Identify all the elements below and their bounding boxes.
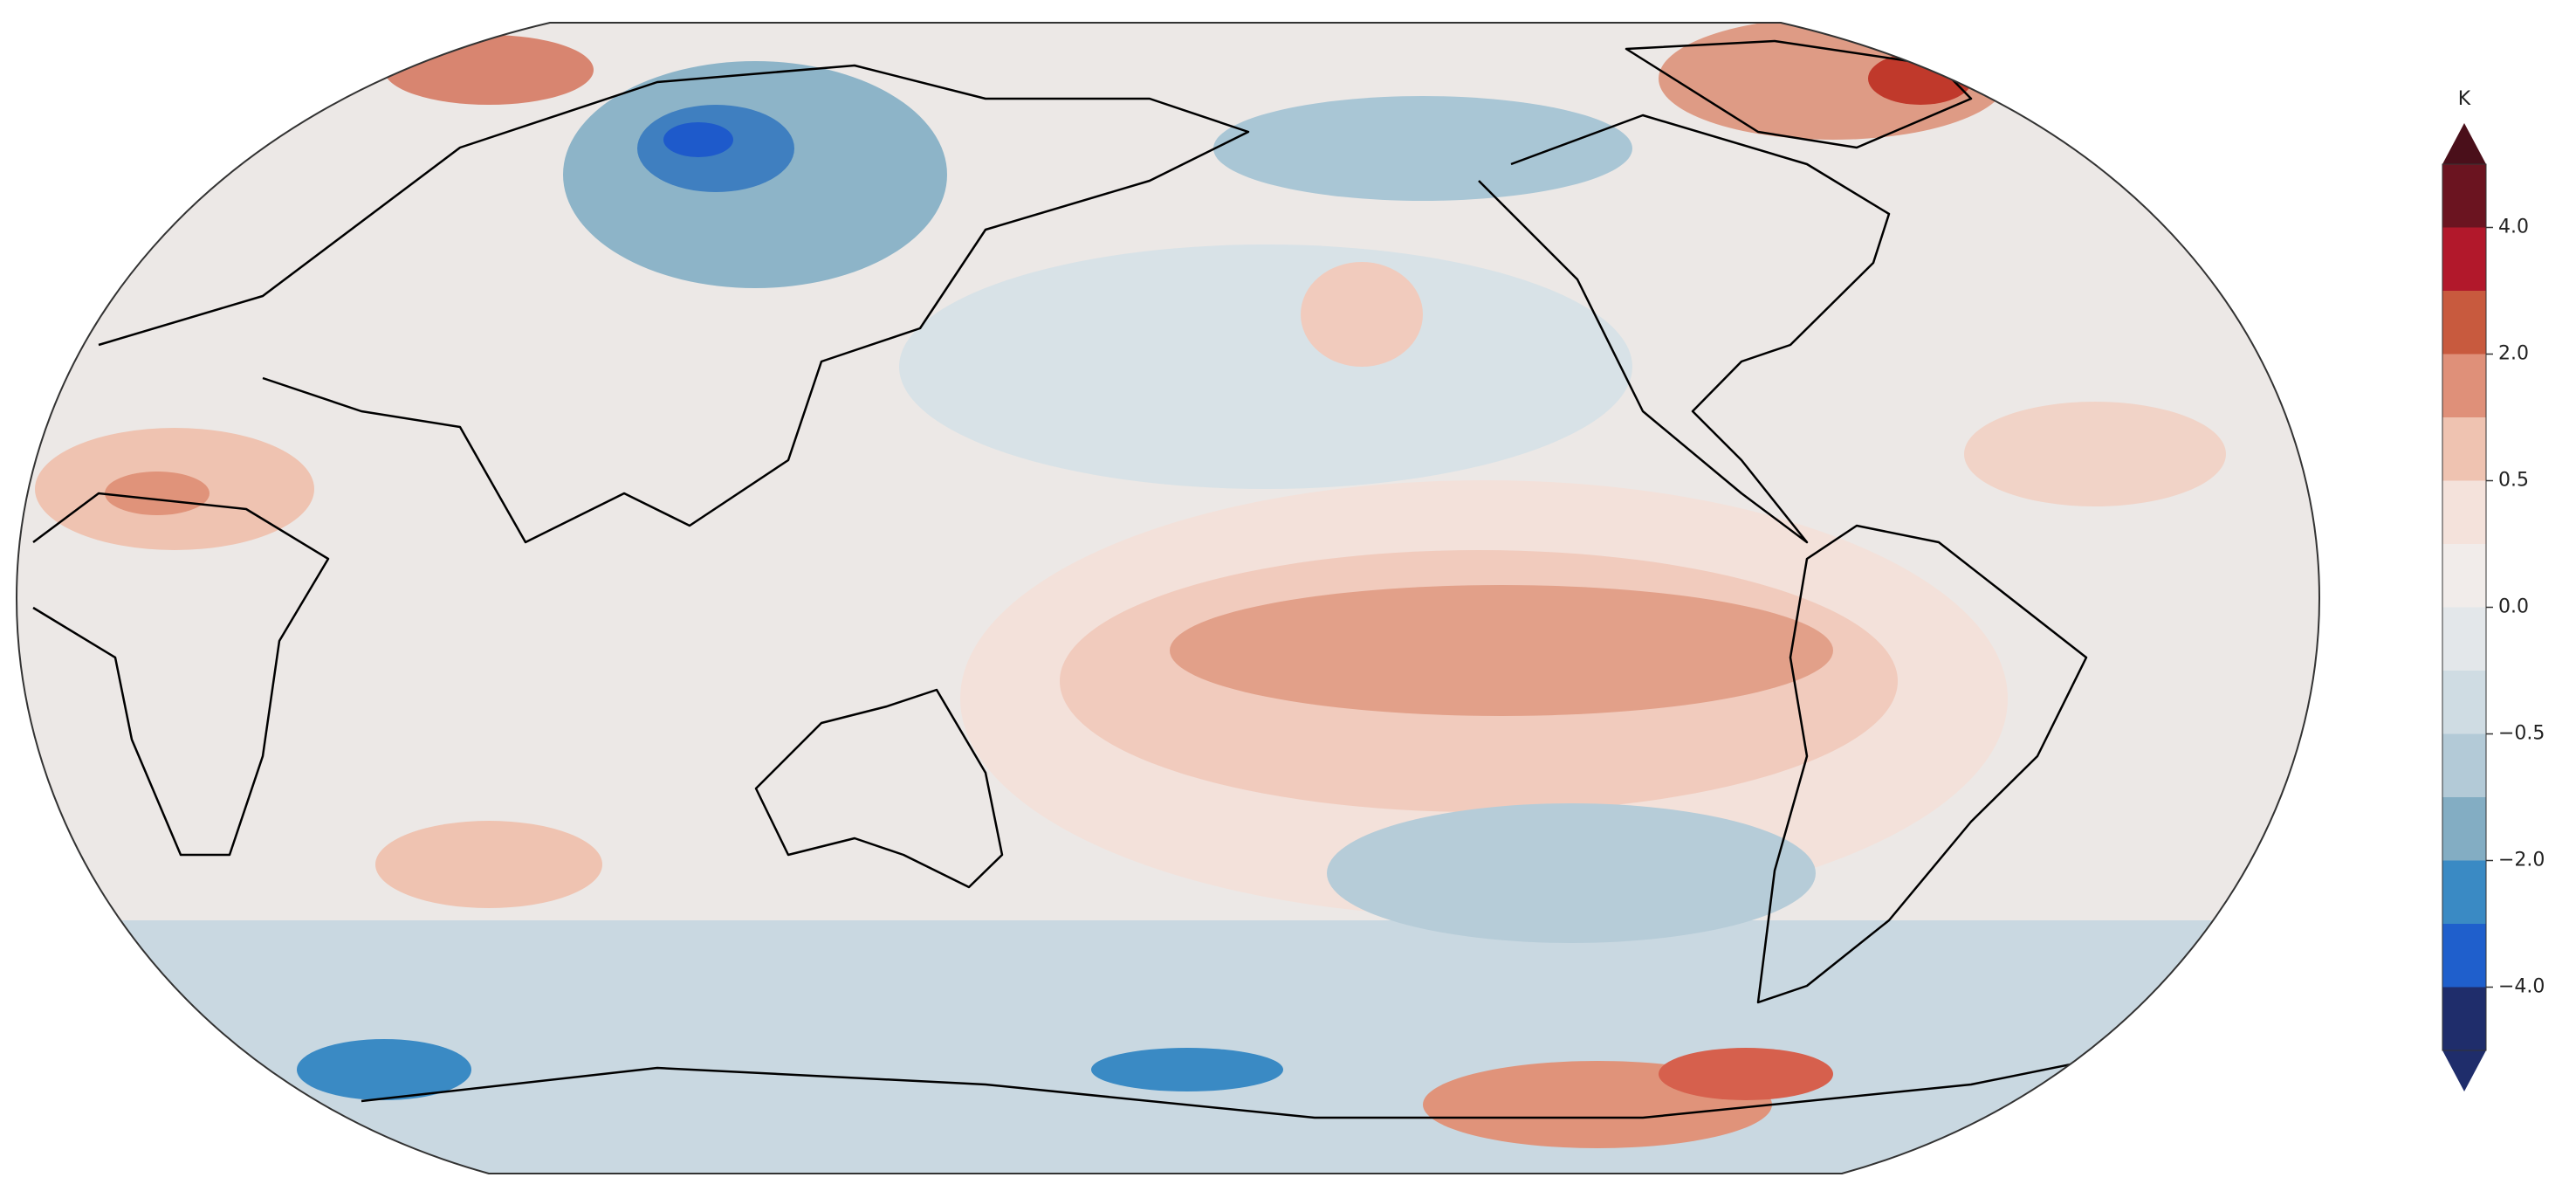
anomaly-area: [375, 821, 602, 908]
coastline: [32, 492, 330, 857]
anomaly-area: [663, 122, 733, 157]
anomaly-area: [1301, 262, 1423, 367]
colorbar-tick-label: −4.0: [2498, 976, 2545, 998]
colorbar-tick-label: 2.0: [2498, 343, 2529, 365]
anomaly-area: [105, 472, 210, 515]
anomaly-area: [384, 35, 594, 105]
colorbar-segment: [2442, 924, 2486, 988]
anomaly-area: [1170, 585, 1833, 716]
anomaly-area: [1091, 1048, 1283, 1091]
colorbar: 4.0 2.0 0.5 0.0 −0.5 −2.0 −4.0: [2442, 123, 2545, 1091]
colorbar-extend: [2442, 123, 2486, 164]
coastline: [1756, 524, 2088, 1004]
colorbar-segment: [2442, 544, 2486, 608]
colorbar-tick-label: −2.0: [2498, 850, 2545, 871]
colorbar-segment: [2442, 607, 2486, 671]
coastlines: [32, 39, 2136, 1119]
colorbar-segment: [2442, 797, 2486, 861]
colorbar-segment: [2442, 860, 2486, 925]
colorbar-segment: [2442, 733, 2486, 798]
anomaly-area: [1213, 96, 1632, 201]
anomaly-field: [17, 23, 2319, 1174]
colorbar-segment: [2442, 417, 2486, 481]
coastline: [754, 688, 1004, 889]
anomaly-area: [899, 244, 1632, 489]
colorbar-tick-label: 0.0: [2498, 596, 2529, 618]
coastline: [98, 64, 1250, 544]
colorbar-tick-label: 0.5: [2498, 470, 2529, 492]
colorbar-extend: [2442, 1050, 2486, 1091]
anomaly-area: [1659, 1048, 1833, 1100]
colorbar-segment: [2442, 227, 2486, 292]
colorbar-segment: [2442, 164, 2486, 228]
coastline: [361, 1050, 2136, 1119]
colorbar-segment: [2442, 291, 2486, 355]
colorbar-segment: [2442, 354, 2486, 418]
coastline: [1625, 39, 1973, 149]
anomaly-area: [1964, 402, 2226, 506]
coastline: [1478, 114, 1891, 544]
anomaly-area: [1868, 52, 1973, 105]
colorbar-segment: [2442, 987, 2486, 1051]
colorbar-tick-label: 4.0: [2498, 217, 2529, 238]
anomaly-area: [1327, 803, 1816, 943]
map-border: [15, 22, 2321, 1174]
anomaly-area: [297, 1039, 471, 1100]
colorbar-tick-label: −0.5: [2498, 723, 2545, 745]
colorbar-label: K: [2458, 88, 2471, 110]
colorbar-segment: [2442, 671, 2486, 734]
colorbar-segment: [2442, 480, 2486, 545]
